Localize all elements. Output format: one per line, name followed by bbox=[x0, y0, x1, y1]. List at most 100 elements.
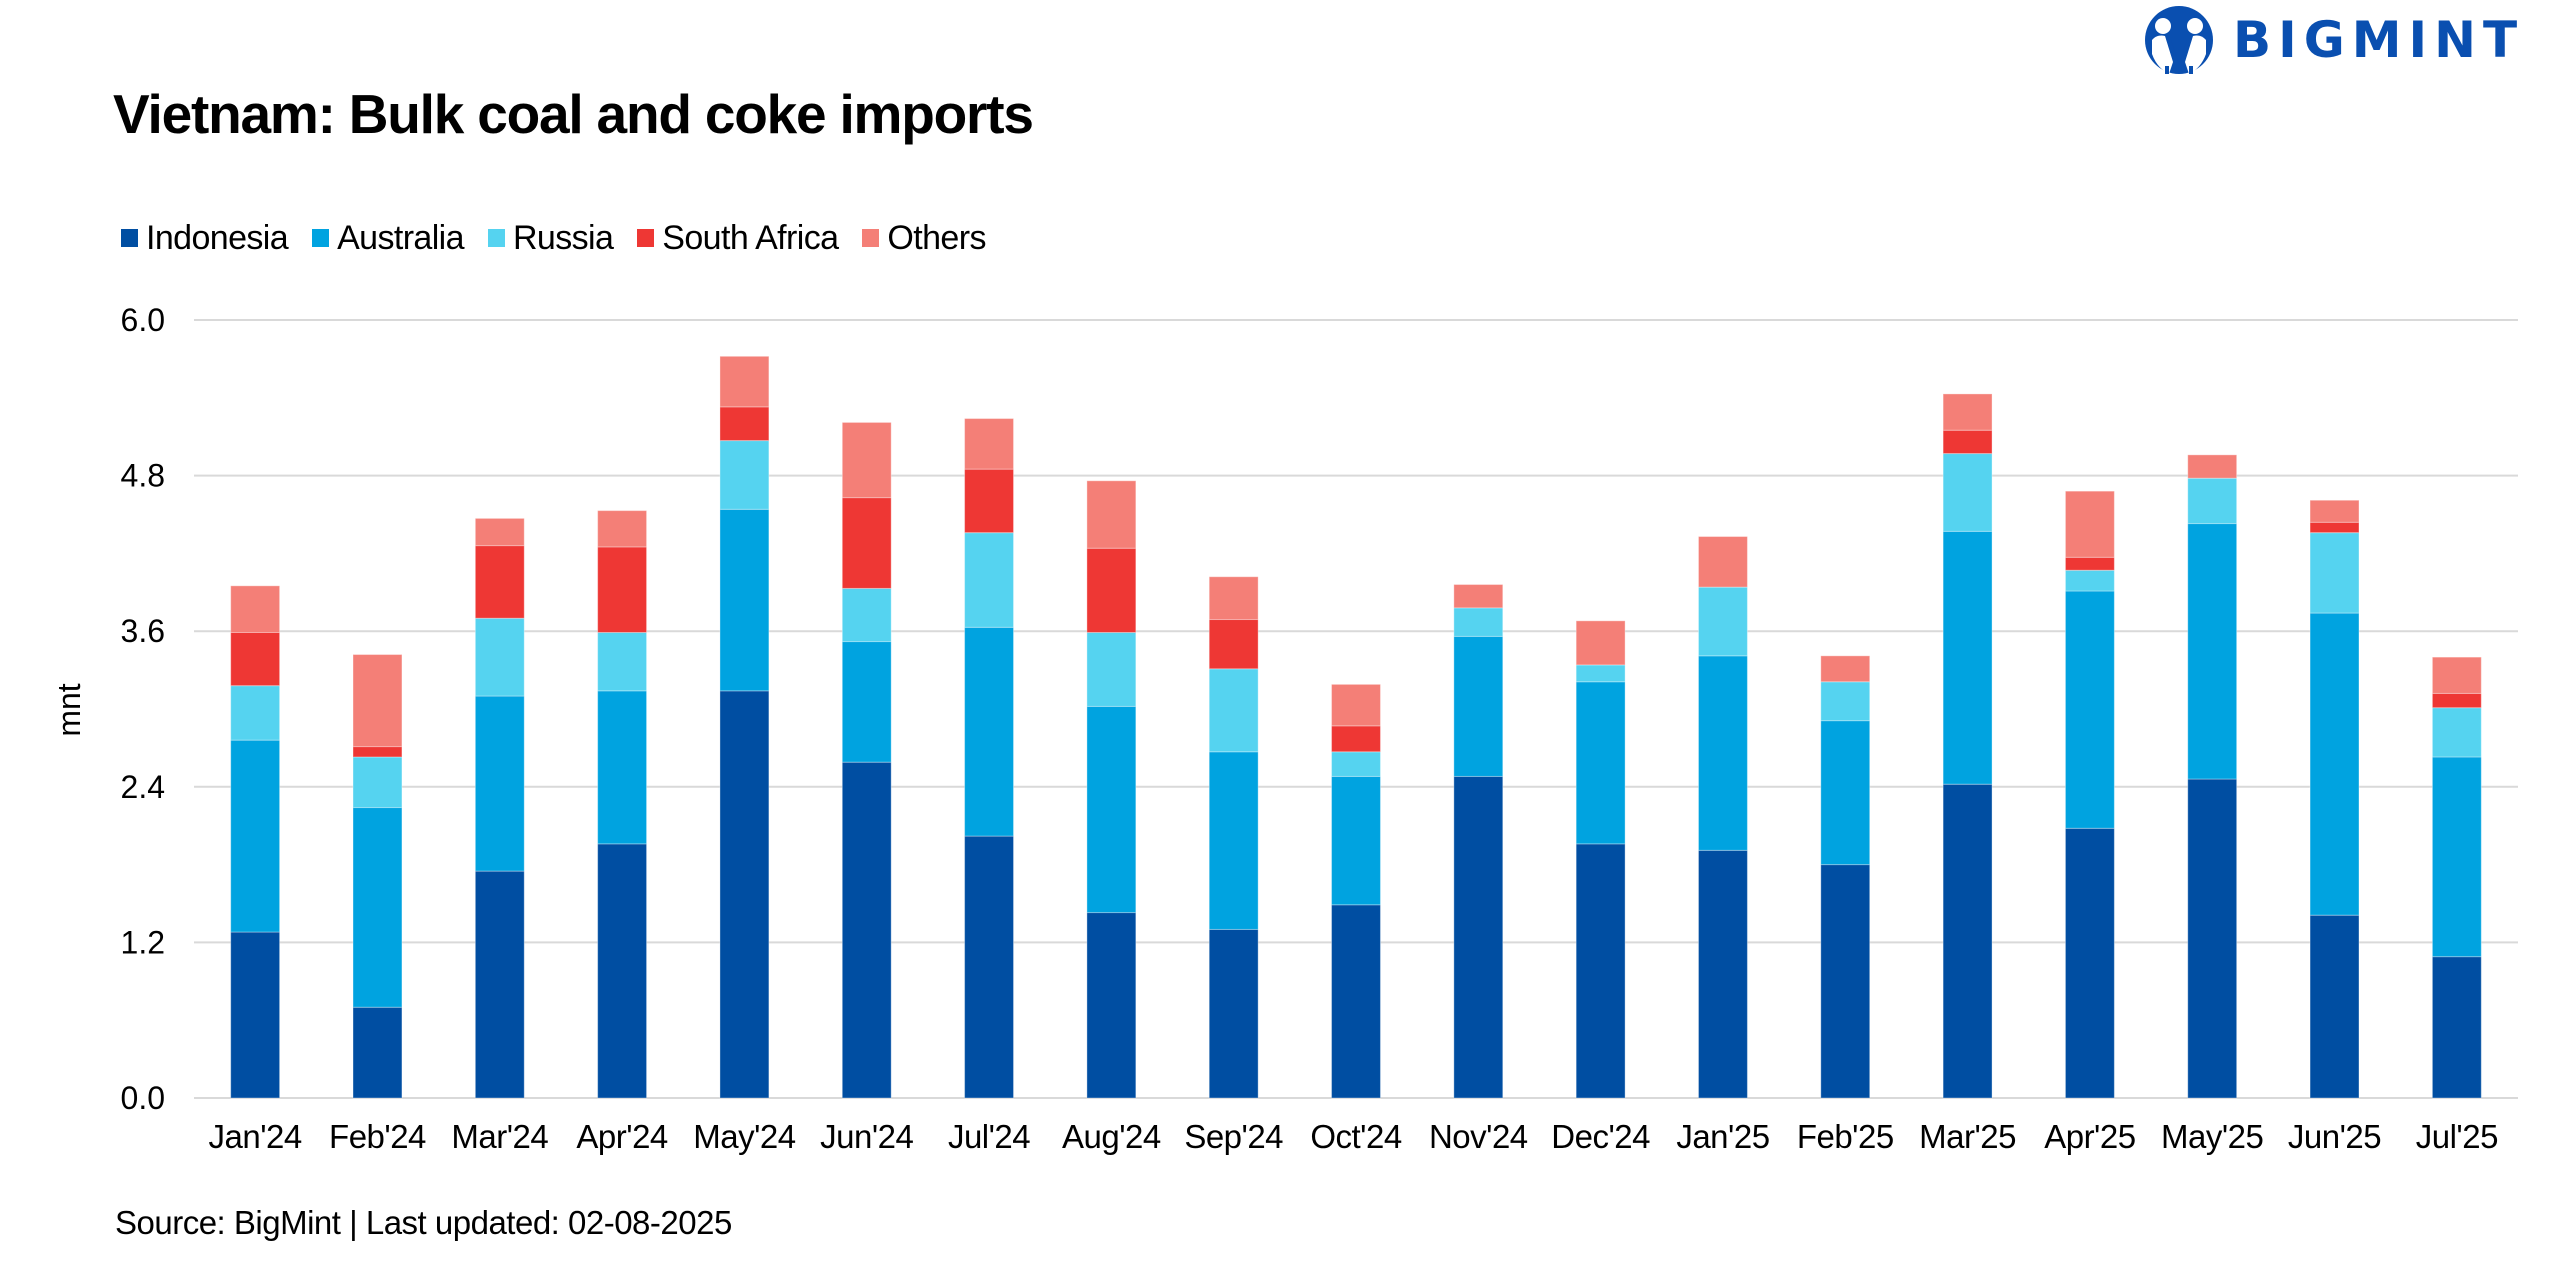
bar-stack bbox=[2431, 656, 2482, 1099]
legend-item-russia[interactable]: Russia bbox=[487, 219, 614, 258]
bar-segment-russia[interactable] bbox=[719, 440, 770, 510]
bar-segment-others[interactable] bbox=[2064, 490, 2115, 558]
bar-segment-australia[interactable] bbox=[1331, 775, 1381, 906]
bar-segment-others[interactable] bbox=[230, 585, 281, 633]
bar-segment-australia[interactable] bbox=[1086, 705, 1137, 914]
bar-segment-indonesia[interactable] bbox=[2187, 778, 2238, 1099]
bar-segment-indonesia[interactable] bbox=[2431, 956, 2482, 1099]
bar-segment-others[interactable] bbox=[1453, 584, 1504, 609]
bar-segment-russia[interactable] bbox=[1086, 631, 1137, 707]
bar-segment-indonesia[interactable] bbox=[230, 931, 281, 1099]
bar-segment-australia[interactable] bbox=[1820, 720, 1871, 866]
bar-segment-russia[interactable] bbox=[1575, 664, 1626, 683]
bar-segment-others[interactable] bbox=[2309, 499, 2360, 523]
bar-segment-russia[interactable] bbox=[1820, 681, 1871, 722]
bar-segment-russia[interactable] bbox=[1942, 453, 1993, 532]
bar-segment-australia[interactable] bbox=[1697, 655, 1748, 851]
bar-segment-others[interactable] bbox=[2431, 656, 2482, 694]
bar-segment-indonesia[interactable] bbox=[597, 843, 648, 1099]
bar-segment-russia[interactable] bbox=[1331, 751, 1381, 777]
bar-segment-australia[interactable] bbox=[1942, 530, 1993, 785]
bar-segment-others[interactable] bbox=[841, 421, 892, 499]
bar-segment-others[interactable] bbox=[1331, 683, 1381, 727]
bar-segment-others[interactable] bbox=[1697, 536, 1748, 588]
bar-segment-south-africa[interactable] bbox=[2309, 521, 2360, 534]
bar-segment-indonesia[interactable] bbox=[474, 870, 525, 1099]
bar-segment-others[interactable] bbox=[719, 355, 770, 408]
bar-segment-indonesia[interactable] bbox=[1208, 928, 1259, 1099]
bar-segment-russia[interactable] bbox=[2187, 477, 2238, 525]
bar-segment-australia[interactable] bbox=[352, 807, 403, 1008]
bar-segment-russia[interactable] bbox=[2309, 532, 2360, 614]
bar-segment-australia[interactable] bbox=[1575, 681, 1626, 845]
bar-segment-south-africa[interactable] bbox=[2064, 556, 2115, 571]
bar-stack bbox=[719, 355, 770, 1099]
bar-segment-russia[interactable] bbox=[1697, 586, 1748, 657]
legend-item-australia[interactable]: Australia bbox=[312, 219, 465, 258]
bar-segment-indonesia[interactable] bbox=[1942, 783, 1993, 1099]
bar-segment-australia[interactable] bbox=[2309, 612, 2360, 916]
bigmint-logo[interactable]: BIGMINT bbox=[2143, 4, 2524, 76]
bar-segment-indonesia[interactable] bbox=[1697, 849, 1748, 1099]
bar-segment-south-africa[interactable] bbox=[964, 468, 1015, 534]
bar-segment-south-africa[interactable] bbox=[841, 497, 892, 589]
bar-segment-south-africa[interactable] bbox=[1086, 547, 1137, 633]
bar-segment-indonesia[interactable] bbox=[964, 835, 1015, 1099]
bar-segment-australia[interactable] bbox=[1453, 635, 1504, 777]
bar-segment-indonesia[interactable] bbox=[1453, 775, 1504, 1099]
bar-segment-indonesia[interactable] bbox=[352, 1006, 403, 1099]
bar-segment-others[interactable] bbox=[964, 418, 1015, 470]
bar-segment-south-africa[interactable] bbox=[230, 631, 281, 687]
bar-segment-russia[interactable] bbox=[597, 631, 648, 692]
bar-segment-russia[interactable] bbox=[474, 617, 525, 697]
bar-segment-russia[interactable] bbox=[2431, 707, 2482, 758]
bar-segment-others[interactable] bbox=[1942, 393, 1993, 431]
bar-segment-south-africa[interactable] bbox=[1942, 429, 1993, 455]
bar-segment-australia[interactable] bbox=[474, 695, 525, 872]
bar-segment-south-africa[interactable] bbox=[474, 545, 525, 619]
bar-segment-others[interactable] bbox=[474, 517, 525, 547]
bar-segment-australia[interactable] bbox=[719, 508, 770, 692]
bar-segment-australia[interactable] bbox=[964, 626, 1015, 837]
bar-segment-australia[interactable] bbox=[841, 641, 892, 763]
bar-segment-australia[interactable] bbox=[2431, 756, 2482, 958]
bar-segment-indonesia[interactable] bbox=[1331, 904, 1381, 1099]
bar-segment-south-africa[interactable] bbox=[352, 746, 403, 758]
legend-item-others[interactable]: Others bbox=[862, 219, 986, 258]
bar-segment-russia[interactable] bbox=[230, 685, 281, 741]
bar-segment-australia[interactable] bbox=[1208, 751, 1259, 930]
bar-segment-russia[interactable] bbox=[2064, 569, 2115, 592]
bar-segment-others[interactable] bbox=[1086, 480, 1137, 549]
bar-segment-australia[interactable] bbox=[2187, 523, 2238, 780]
bar-segment-russia[interactable] bbox=[964, 532, 1015, 628]
legend-swatch-others bbox=[862, 229, 880, 247]
bar-segment-south-africa[interactable] bbox=[1331, 725, 1381, 753]
bar-segment-others[interactable] bbox=[352, 654, 403, 748]
bar-segment-australia[interactable] bbox=[230, 739, 281, 933]
bar-segment-indonesia[interactable] bbox=[2309, 914, 2360, 1099]
bar-segment-others[interactable] bbox=[2187, 454, 2238, 479]
legend-item-indonesia[interactable]: Indonesia bbox=[121, 219, 289, 258]
bar-segment-indonesia[interactable] bbox=[719, 690, 770, 1099]
bar-segment-russia[interactable] bbox=[1208, 668, 1259, 753]
bar-segment-south-africa[interactable] bbox=[597, 546, 648, 633]
bar-segment-australia[interactable] bbox=[2064, 590, 2115, 829]
bar-segment-south-africa[interactable] bbox=[2431, 692, 2482, 709]
legend-item-south-africa[interactable]: South Africa bbox=[637, 219, 839, 258]
bar-segment-others[interactable] bbox=[1575, 620, 1626, 666]
bar-segment-others[interactable] bbox=[597, 510, 648, 548]
bar-segment-russia[interactable] bbox=[841, 587, 892, 643]
bar-segment-indonesia[interactable] bbox=[841, 761, 892, 1099]
bar-segment-others[interactable] bbox=[1820, 655, 1871, 683]
bar-segment-indonesia[interactable] bbox=[1820, 864, 1871, 1099]
legend-swatch-russia bbox=[487, 229, 505, 247]
bar-segment-south-africa[interactable] bbox=[719, 406, 770, 442]
bar-segment-others[interactable] bbox=[1208, 576, 1259, 621]
bar-segment-indonesia[interactable] bbox=[1575, 843, 1626, 1099]
bar-segment-indonesia[interactable] bbox=[1086, 912, 1137, 1099]
bar-segment-south-africa[interactable] bbox=[1208, 619, 1259, 670]
bar-segment-russia[interactable] bbox=[1453, 607, 1504, 637]
bar-segment-indonesia[interactable] bbox=[2064, 827, 2115, 1099]
bar-segment-russia[interactable] bbox=[352, 756, 403, 809]
bar-segment-australia[interactable] bbox=[597, 690, 648, 845]
